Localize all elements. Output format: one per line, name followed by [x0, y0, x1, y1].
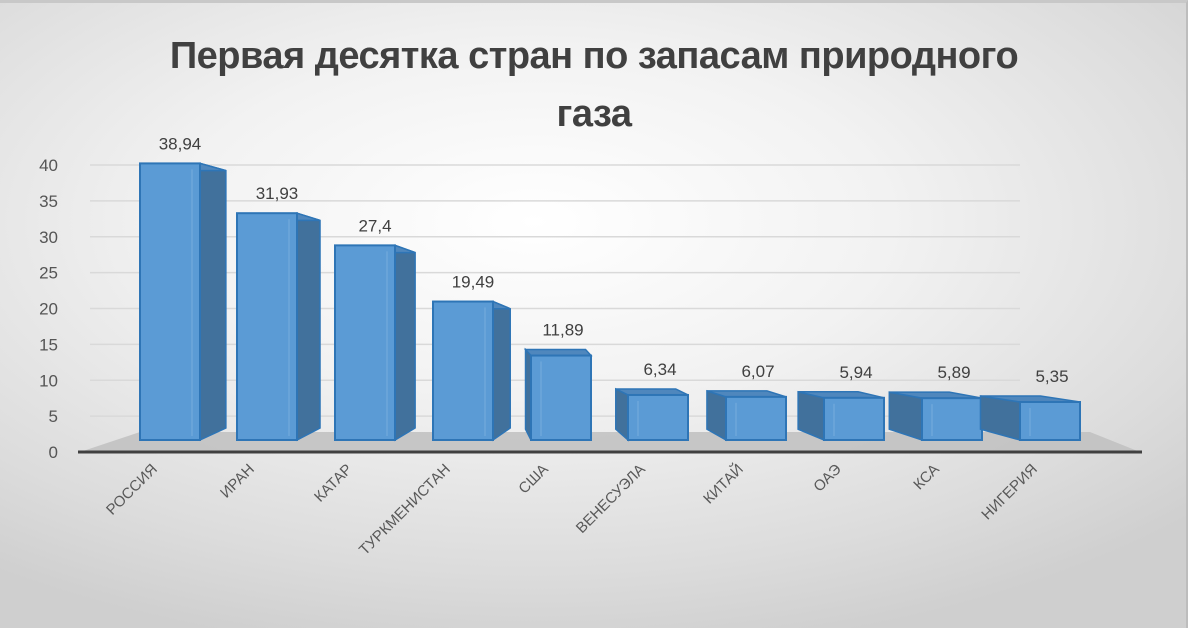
- category-label: ВЕНЕСУЭЛА: [573, 461, 649, 537]
- chart-title: Первая десятка стран по запасам природно…: [0, 27, 1188, 143]
- category-label: ИРАН: [217, 461, 258, 502]
- data-labels: 38,94 31,93 27,4 19,49 11,89 6,34 6,07 5,94 5,89…: [159, 134, 1069, 386]
- bar-front-face: [921, 397, 983, 442]
- y-tick-label: 10: [39, 371, 58, 390]
- data-label: 27,4: [358, 216, 391, 235]
- data-label: 6,07: [741, 362, 774, 381]
- bar[interactable]: [523, 347, 593, 441]
- data-label: 31,93: [256, 184, 299, 203]
- bar[interactable]: [797, 390, 885, 442]
- bar-front-face: [725, 395, 787, 441]
- bar-series: [139, 162, 1081, 442]
- bar[interactable]: [615, 387, 689, 442]
- bar-side-face: [492, 300, 511, 442]
- y-tick-label: 30: [39, 228, 58, 247]
- category-label: ТУРКМЕНИСТАН: [356, 461, 454, 559]
- category-label: НИГЕРИЯ: [978, 461, 1040, 523]
- y-axis: 0 5 10 15 20 25 30 35 40: [39, 156, 58, 462]
- data-label: 11,89: [542, 321, 583, 340]
- bar-front-face: [334, 244, 396, 441]
- data-label: 5,89: [937, 363, 970, 382]
- data-label: 38,94: [159, 134, 202, 153]
- bar[interactable]: [432, 300, 511, 442]
- x-axis-categories: РОССИЯ ИРАН КАТАР ТУРКМЕНИСТАН США ВЕНЕСУЭЛА К…: [103, 460, 1041, 559]
- bar-side-face: [296, 212, 321, 442]
- category-label: ОАЭ: [810, 461, 845, 496]
- bar[interactable]: [979, 395, 1081, 442]
- bar-side-face: [199, 162, 227, 442]
- category-label: КАТАР: [311, 461, 356, 506]
- bar-front-face: [139, 162, 201, 441]
- chart-title-line-2: газа: [556, 93, 632, 135]
- bar-side-face: [394, 244, 416, 442]
- bar[interactable]: [706, 389, 787, 442]
- y-tick-label: 0: [49, 443, 58, 462]
- bar-front-face: [823, 396, 885, 442]
- y-tick-label: 40: [39, 156, 58, 175]
- chart-title-line-1: Первая десятка стран по запасам природно…: [169, 35, 1019, 77]
- bar-front-face: [432, 300, 494, 441]
- bar[interactable]: [236, 212, 321, 442]
- category-label: США: [515, 461, 551, 497]
- category-label: КИТАЙ: [699, 460, 746, 507]
- category-label: РОССИЯ: [103, 461, 161, 519]
- y-tick-label: 20: [39, 300, 58, 319]
- data-label: 6,34: [643, 360, 676, 379]
- y-tick-label: 25: [39, 264, 58, 283]
- data-label: 19,49: [452, 273, 495, 292]
- category-label: КСА: [910, 461, 943, 494]
- y-tick-label: 5: [49, 407, 58, 426]
- bar-front-face: [236, 212, 298, 441]
- bar-front-face: [1019, 400, 1081, 442]
- y-tick-label: 15: [39, 335, 58, 354]
- bar[interactable]: [334, 244, 416, 442]
- bar-front-face: [627, 393, 689, 441]
- bar[interactable]: [139, 162, 227, 442]
- data-label: 5,94: [839, 363, 872, 382]
- y-tick-label: 35: [39, 192, 58, 211]
- bar-front-face: [530, 354, 592, 441]
- bar[interactable]: [888, 391, 983, 442]
- data-label: 5,35: [1035, 367, 1068, 386]
